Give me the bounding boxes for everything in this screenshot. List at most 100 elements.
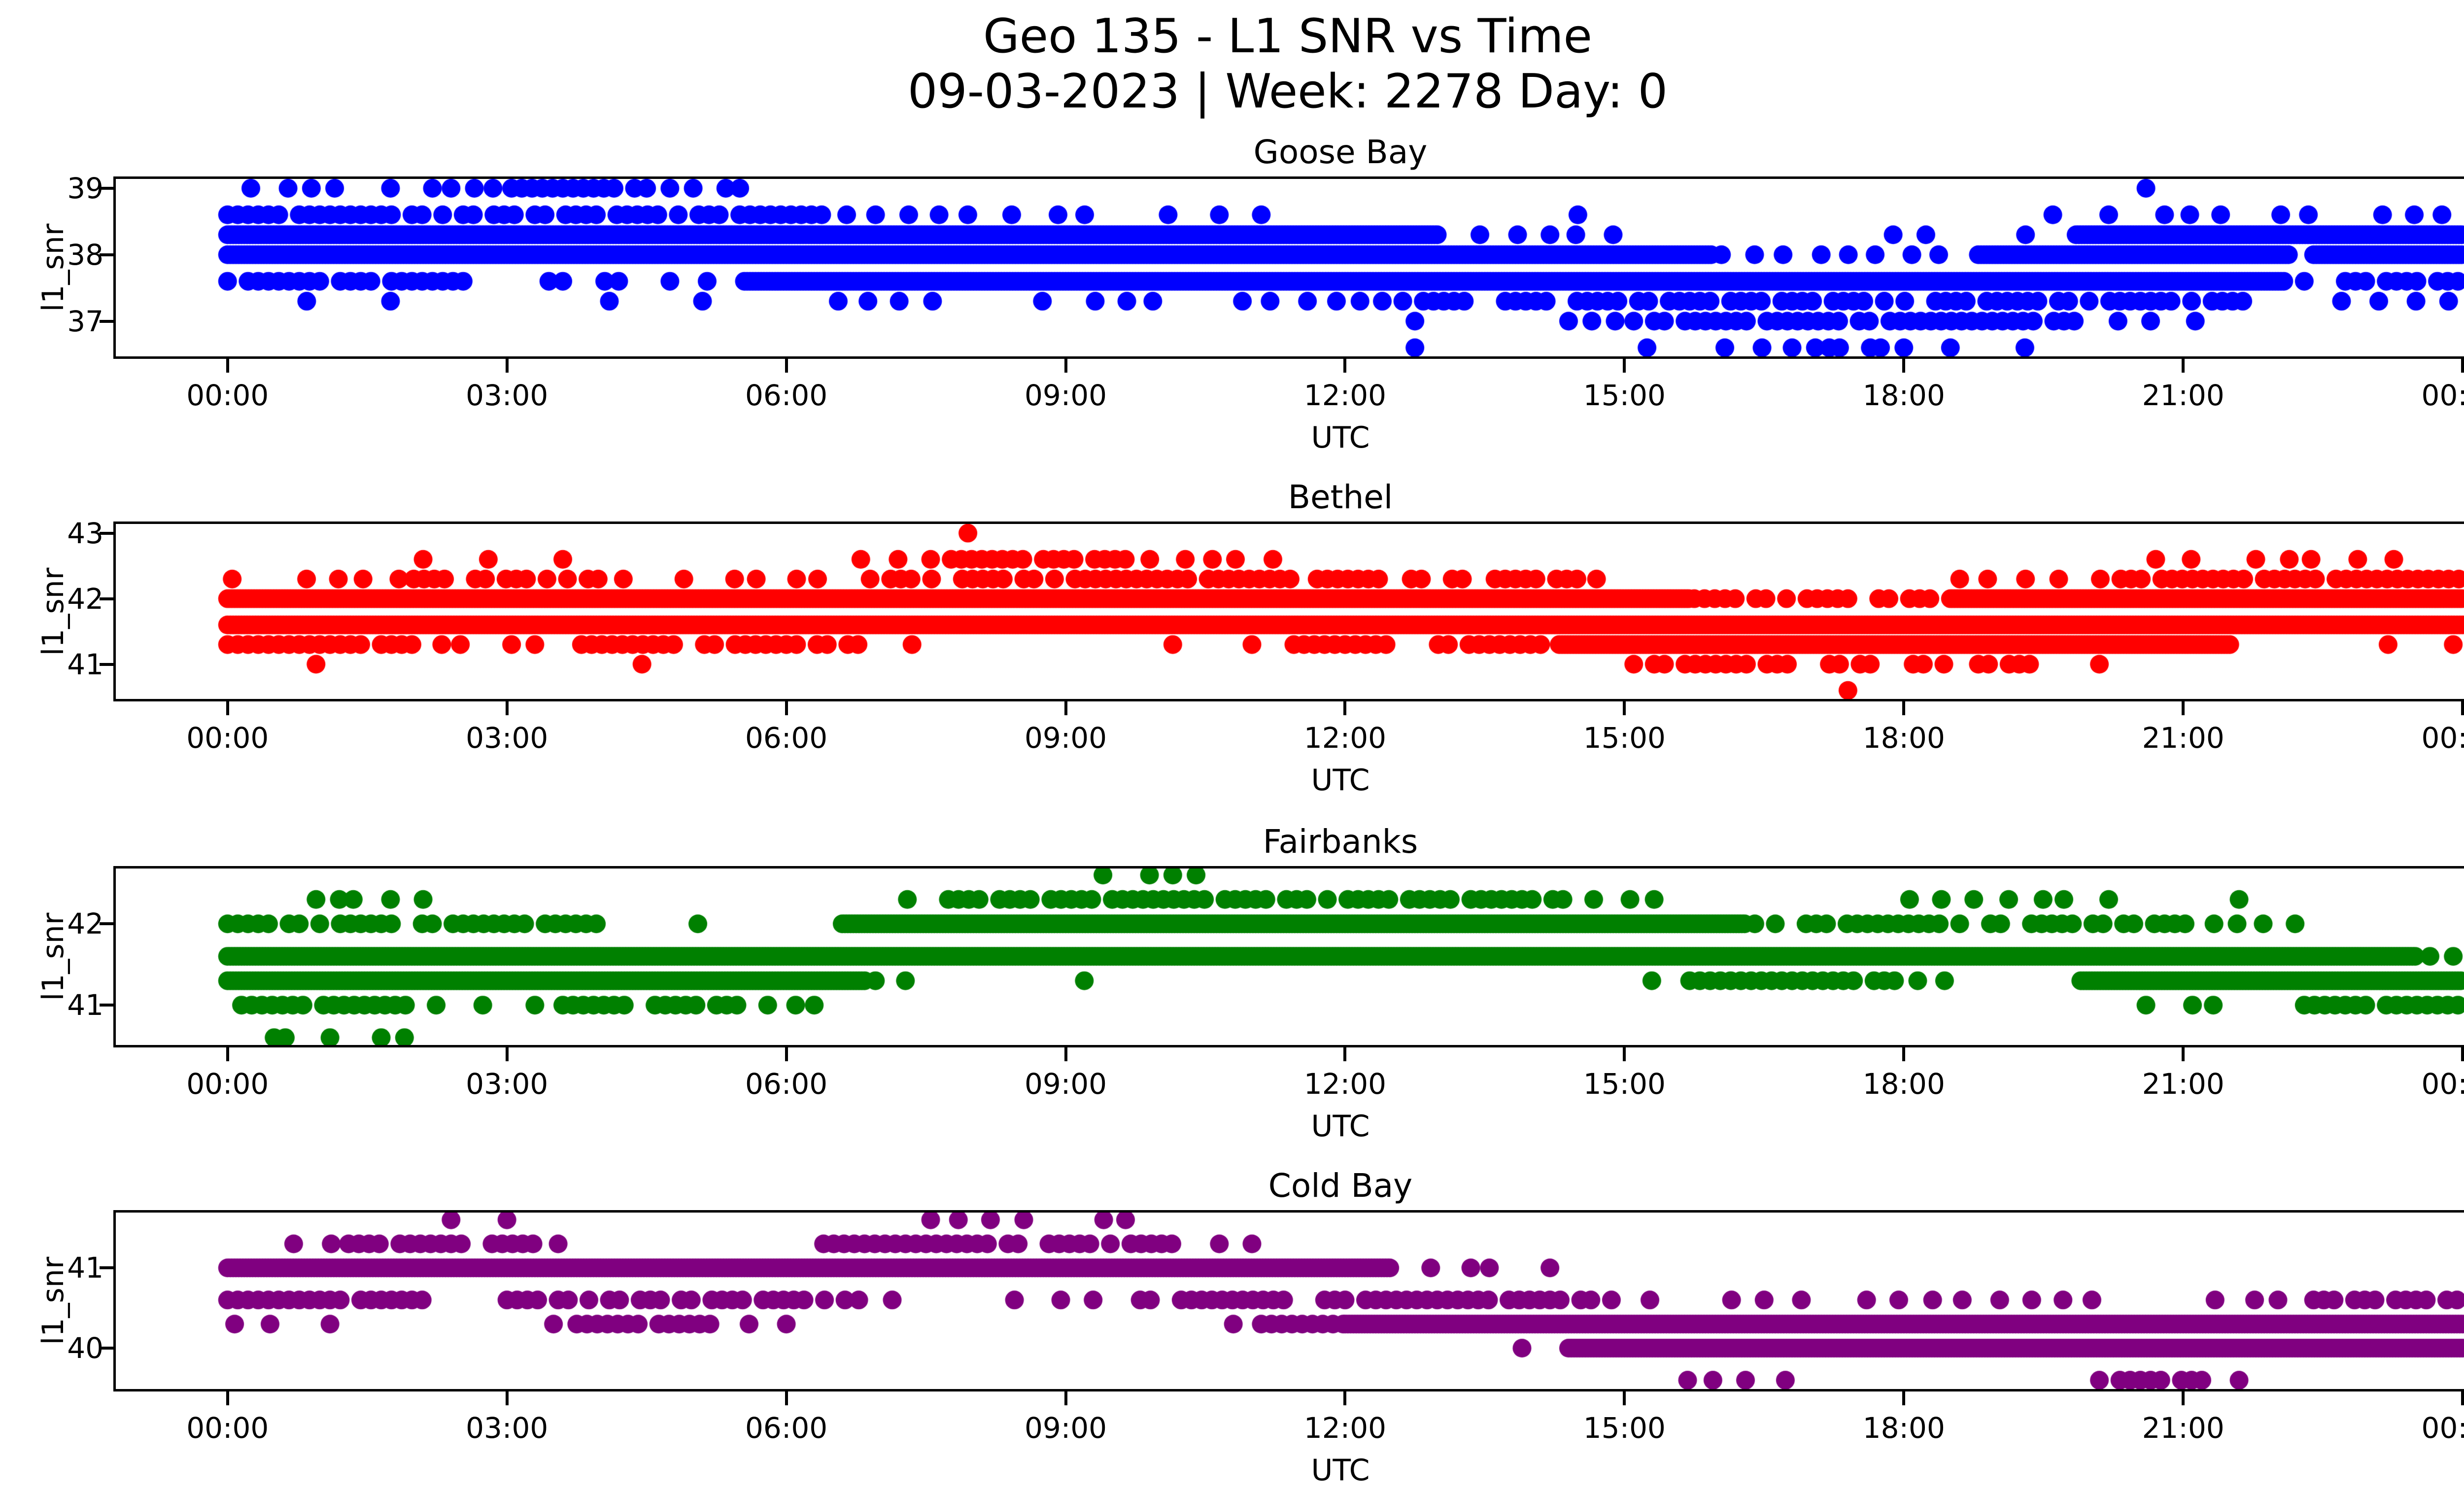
x-tick-mark bbox=[2182, 1391, 2185, 1405]
y-tick-mark bbox=[100, 662, 113, 666]
x-tick-label: 09:00 bbox=[1024, 1067, 1107, 1101]
y-tick-labels: 41 42 bbox=[7, 866, 103, 1047]
x-tick-label: 12:00 bbox=[1303, 721, 1387, 755]
y-tick-mark bbox=[100, 922, 113, 926]
scatter-points-canvas bbox=[116, 179, 2464, 356]
x-tick-mark bbox=[2461, 359, 2464, 373]
x-tick-mark bbox=[2461, 701, 2464, 715]
x-tick-label: 21:00 bbox=[2142, 379, 2224, 412]
x-tick-mark bbox=[2461, 1391, 2464, 1405]
x-tick-label: 15:00 bbox=[1583, 1411, 1666, 1445]
x-tick-mark bbox=[226, 701, 229, 715]
x-tick-mark bbox=[785, 1047, 788, 1061]
x-tick-label: 03:00 bbox=[466, 721, 548, 755]
x-tick-label: 00:00 bbox=[2421, 721, 2464, 755]
x-tick-label: 12:00 bbox=[1303, 379, 1387, 412]
y-tick-labels: 37 38 39 bbox=[7, 172, 103, 359]
y-tick-label: 42 bbox=[67, 582, 103, 616]
x-tick-mark bbox=[1902, 701, 1906, 715]
scatter-points-canvas bbox=[116, 524, 2464, 699]
x-tick-label: 03:00 bbox=[466, 1067, 548, 1101]
x-axis-label: UTC bbox=[1311, 1109, 1370, 1144]
y-tick-label: 41 bbox=[67, 1251, 103, 1285]
x-tick-mark bbox=[1343, 359, 1347, 373]
y-tick-mark bbox=[100, 186, 113, 190]
plot-area bbox=[100, 866, 2464, 1061]
x-tick-label: 18:00 bbox=[1862, 1411, 1945, 1445]
y-tick-labels: 40 41 bbox=[7, 1210, 103, 1391]
y-tick-label: 43 bbox=[67, 516, 103, 550]
subplot-title: Goose Bay bbox=[1253, 133, 1428, 171]
x-tick-mark bbox=[1343, 1391, 1347, 1405]
y-tick-label: 41 bbox=[67, 988, 103, 1022]
x-tick-label: 06:00 bbox=[745, 721, 828, 755]
y-tick-label: 42 bbox=[67, 907, 103, 941]
y-tick-label: 41 bbox=[67, 647, 103, 681]
subplot-title: Bethel bbox=[1288, 478, 1393, 516]
x-tick-label: 03:00 bbox=[466, 379, 548, 412]
x-tick-label: 18:00 bbox=[1862, 1067, 1945, 1101]
x-tick-label: 00:00 bbox=[2421, 1067, 2464, 1101]
y-tick-label: 40 bbox=[67, 1331, 103, 1365]
x-tick-mark bbox=[226, 359, 229, 373]
x-tick-mark bbox=[2182, 1047, 2185, 1061]
y-tick-label: 37 bbox=[67, 304, 103, 338]
x-tick-mark bbox=[226, 1391, 229, 1405]
x-tick-labels: 00:00 03:00 06:00 09:00 12:00 15:00 18:00 21:00… bbox=[113, 1067, 2464, 1102]
x-tick-label: 00:00 bbox=[186, 379, 269, 412]
x-axis-label: UTC bbox=[1311, 1453, 1370, 1488]
x-axis-label: UTC bbox=[1311, 763, 1370, 798]
x-tick-label: 21:00 bbox=[2142, 1067, 2224, 1101]
y-tick-label: 38 bbox=[67, 238, 103, 272]
x-tick-mark bbox=[1064, 1047, 1067, 1061]
x-tick-mark bbox=[1902, 1391, 1906, 1405]
x-tick-label: 09:00 bbox=[1024, 379, 1107, 412]
x-tick-mark bbox=[505, 1047, 509, 1061]
x-tick-label: 18:00 bbox=[1862, 721, 1945, 755]
y-tick-labels: 41 42 43 bbox=[7, 517, 103, 701]
x-tick-mark bbox=[2461, 1047, 2464, 1061]
y-tick-mark bbox=[100, 319, 113, 323]
x-tick-label: 12:00 bbox=[1303, 1411, 1387, 1445]
plot-area bbox=[100, 176, 2464, 373]
scatter-points-canvas bbox=[116, 1213, 2464, 1389]
x-tick-mark bbox=[1343, 1047, 1347, 1061]
x-tick-mark bbox=[1623, 1391, 1626, 1405]
x-tick-labels: 00:00 03:00 06:00 09:00 12:00 15:00 18:00 21:00… bbox=[113, 721, 2464, 756]
y-tick-mark bbox=[100, 1004, 113, 1007]
x-tick-label: 00:00 bbox=[186, 1411, 269, 1445]
x-tick-mark bbox=[785, 1391, 788, 1405]
x-tick-mark bbox=[1343, 701, 1347, 715]
x-tick-label: 09:00 bbox=[1024, 721, 1107, 755]
x-tick-label: 06:00 bbox=[745, 379, 828, 412]
x-tick-label: 00:00 bbox=[186, 1067, 269, 1101]
y-tick-mark bbox=[100, 1347, 113, 1350]
x-tick-label: 00:00 bbox=[2421, 379, 2464, 412]
x-tick-mark bbox=[1064, 359, 1067, 373]
x-tick-label: 15:00 bbox=[1583, 1067, 1666, 1101]
x-tick-label: 09:00 bbox=[1024, 1411, 1107, 1445]
x-tick-mark bbox=[1902, 1047, 1906, 1061]
x-tick-label: 00:00 bbox=[2421, 1411, 2464, 1445]
x-tick-mark bbox=[1064, 1391, 1067, 1405]
scatter-points-canvas bbox=[116, 869, 2464, 1045]
x-tick-label: 21:00 bbox=[2142, 1411, 2224, 1445]
x-tick-label: 03:00 bbox=[466, 1411, 548, 1445]
y-tick-label: 39 bbox=[67, 171, 103, 205]
subplot-title: Fairbanks bbox=[1263, 823, 1418, 861]
x-tick-label: 15:00 bbox=[1583, 379, 1666, 412]
x-tick-mark bbox=[1902, 359, 1906, 373]
x-tick-mark bbox=[2182, 359, 2185, 373]
x-tick-mark bbox=[505, 359, 509, 373]
y-tick-mark bbox=[100, 597, 113, 600]
x-tick-label: 21:00 bbox=[2142, 721, 2224, 755]
y-tick-mark bbox=[100, 253, 113, 256]
x-tick-label: 06:00 bbox=[745, 1067, 828, 1101]
x-tick-mark bbox=[1623, 1047, 1626, 1061]
x-axis-label: UTC bbox=[1311, 420, 1370, 455]
y-tick-mark bbox=[100, 531, 113, 535]
x-tick-mark bbox=[505, 1391, 509, 1405]
x-tick-mark bbox=[226, 1047, 229, 1061]
x-tick-label: 18:00 bbox=[1862, 379, 1945, 412]
